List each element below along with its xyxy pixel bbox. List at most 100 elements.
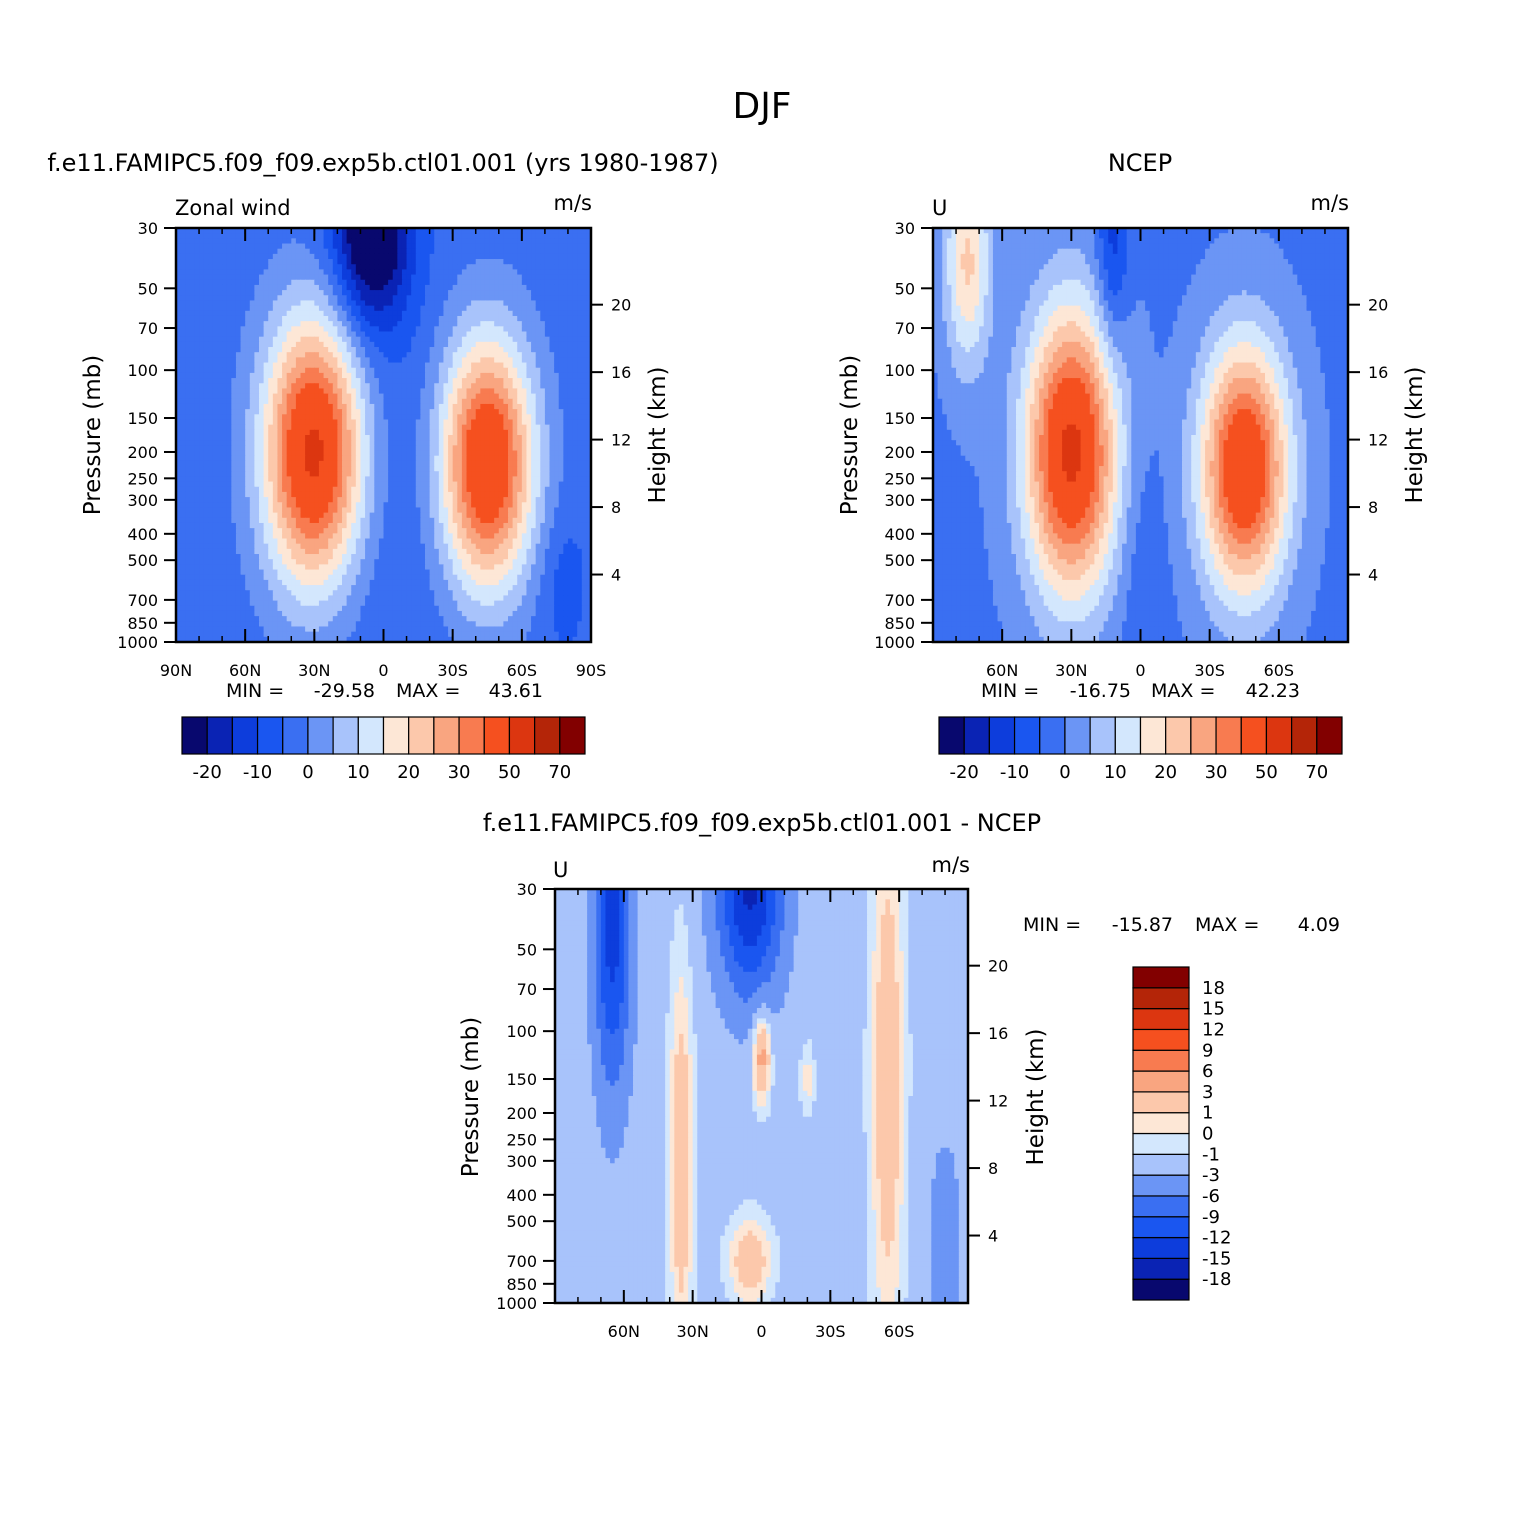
- field-cell: [508, 233, 513, 239]
- field-cell: [540, 306, 545, 312]
- field-cell: [402, 342, 407, 348]
- field-cell: [301, 233, 306, 239]
- field-cell: [573, 264, 578, 270]
- field-cell: [245, 316, 250, 322]
- field-cell: [443, 295, 448, 301]
- field-cell: [264, 332, 269, 338]
- field-cell: [287, 254, 292, 260]
- field-cell: [577, 347, 582, 353]
- field-cell: [416, 259, 421, 265]
- field-cell: [213, 285, 218, 291]
- field-cell: [471, 244, 476, 250]
- field-cell: [494, 285, 499, 291]
- field-cell: [402, 233, 407, 239]
- field-cell: [420, 295, 425, 301]
- field-cell: [577, 290, 582, 296]
- field-cell: [462, 300, 467, 306]
- field-cell: [577, 337, 582, 343]
- field-cell: [301, 332, 306, 338]
- field-cell: [231, 321, 236, 327]
- field-cell: [194, 347, 199, 353]
- field-cell: [365, 259, 370, 265]
- field-cell: [499, 259, 504, 265]
- field-cell: [305, 249, 310, 255]
- field-cell: [328, 332, 333, 338]
- field-cell: [296, 321, 301, 327]
- field-cell: [324, 321, 329, 327]
- field-cell: [190, 249, 195, 255]
- field-cell: [503, 332, 508, 338]
- field-cell: [194, 254, 199, 260]
- field-cell: [333, 233, 338, 239]
- field-cell: [476, 347, 481, 353]
- field-cell: [485, 342, 490, 348]
- field-cell: [397, 290, 402, 296]
- field-cell: [439, 342, 444, 348]
- field-cell: [411, 238, 416, 244]
- field-cell: [287, 280, 292, 286]
- field-cell: [231, 326, 236, 332]
- field-cell: [430, 269, 435, 275]
- field-cell: [245, 280, 250, 286]
- field-cell: [388, 306, 393, 312]
- field-cell: [333, 300, 338, 306]
- field-cell: [277, 326, 282, 332]
- field-cell: [480, 295, 485, 301]
- field-cell: [443, 316, 448, 322]
- field-cell: [467, 285, 472, 291]
- field-cell: [480, 290, 485, 296]
- field-cell: [476, 259, 481, 265]
- field-cell: [577, 238, 582, 244]
- field-cell: [467, 332, 472, 338]
- field-cell: [407, 264, 412, 270]
- field-cell: [467, 337, 472, 343]
- field-cell: [282, 244, 287, 250]
- field-cell: [324, 280, 329, 286]
- field-cell: [264, 233, 269, 239]
- field-cell: [370, 337, 375, 343]
- field-cell: [360, 259, 365, 265]
- field-cell: [360, 238, 365, 244]
- field-cell: [531, 295, 536, 301]
- field-cell: [222, 280, 227, 286]
- field-cell: [356, 238, 361, 244]
- field-cell: [365, 254, 370, 260]
- field-cell: [522, 311, 527, 317]
- field-cell: [420, 280, 425, 286]
- field-cell: [347, 275, 352, 281]
- field-cell: [287, 300, 292, 306]
- field-cell: [494, 321, 499, 327]
- field-cell: [181, 285, 186, 291]
- field-cell: [577, 332, 582, 338]
- field-cell: [204, 233, 209, 239]
- field-cell: [319, 295, 324, 301]
- field-cell: [194, 295, 199, 301]
- field-cell: [573, 244, 578, 250]
- field-cell: [467, 290, 472, 296]
- field-cell: [499, 316, 504, 322]
- field-cell: [563, 295, 568, 301]
- field-cell: [347, 233, 352, 239]
- field-cell: [457, 347, 462, 353]
- field-cell: [254, 244, 259, 250]
- field-cell: [582, 285, 587, 291]
- field-cell: [448, 326, 453, 332]
- field-cell: [462, 254, 467, 260]
- field-cell: [181, 300, 186, 306]
- field-cell: [457, 342, 462, 348]
- field-cell: [213, 238, 218, 244]
- field-cell: [485, 290, 490, 296]
- field-cell: [370, 321, 375, 327]
- field-cell: [499, 238, 504, 244]
- field-cell: [453, 280, 458, 286]
- field-cell: [254, 295, 259, 301]
- field-cell: [420, 254, 425, 260]
- field-cell: [213, 300, 218, 306]
- field-cell: [314, 321, 319, 327]
- field-cell: [296, 326, 301, 332]
- field-cell: [517, 269, 522, 275]
- field-cell: [568, 264, 573, 270]
- field-cell: [199, 285, 204, 291]
- field-cell: [181, 316, 186, 322]
- field-cell: [208, 306, 213, 312]
